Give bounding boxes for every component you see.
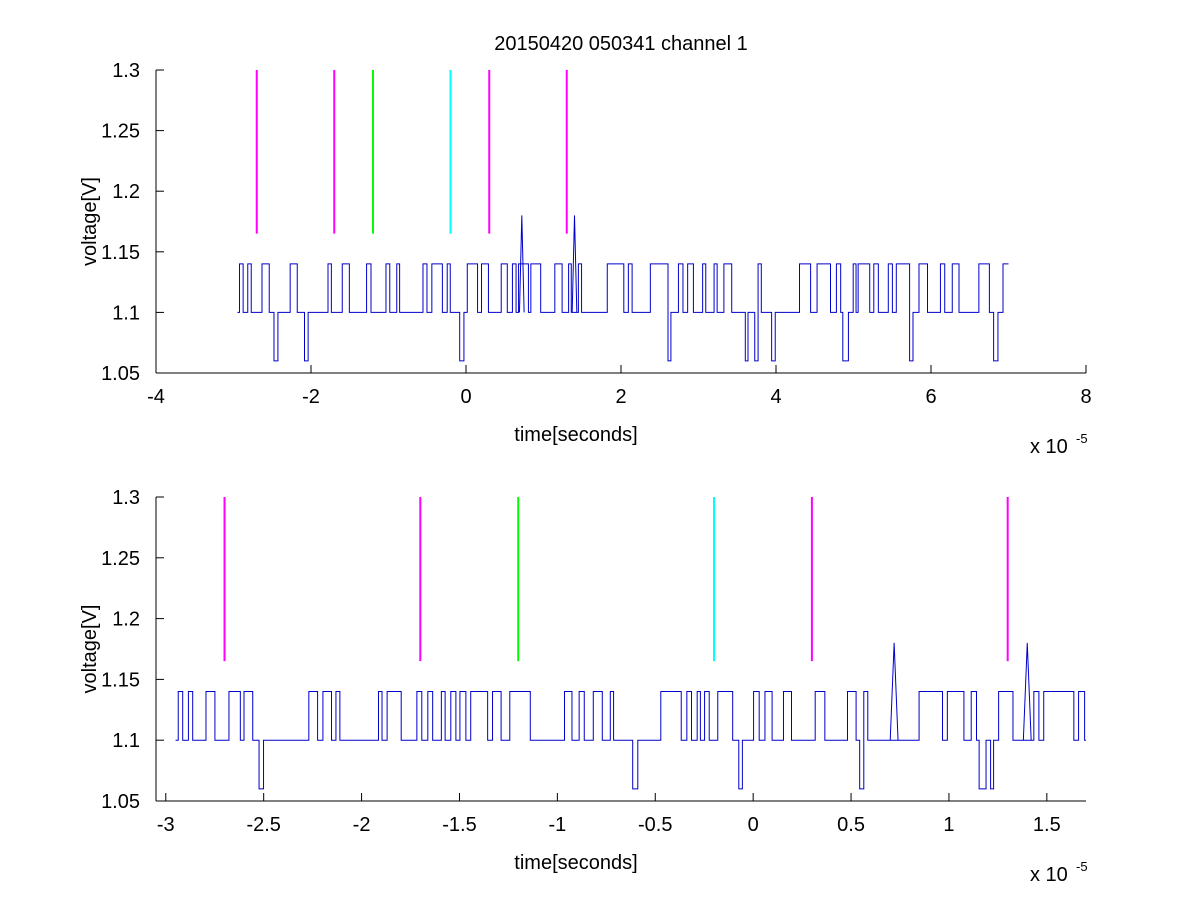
- x-tick-label: 6: [925, 386, 936, 408]
- voltage-trace: [175, 691, 1086, 790]
- x-tick-label: -0.5: [638, 814, 672, 836]
- x-tick-label: 1.5: [1033, 814, 1061, 836]
- y-tick-label: 1.25: [101, 548, 140, 570]
- x-exponent-power: -5: [1076, 431, 1088, 446]
- x-axis-label: time[seconds]: [514, 424, 637, 446]
- y-tick-label: 1.1: [112, 302, 140, 324]
- x-tick-label: -4: [147, 386, 165, 408]
- voltage-spike: [571, 215, 578, 313]
- y-tick-label: 1.05: [101, 791, 140, 813]
- y-tick-label: 1.3: [112, 487, 140, 509]
- x-tick-label: -1.5: [442, 814, 476, 836]
- y-axis-label: voltage[V]: [79, 605, 101, 694]
- x-tick-label: -1: [548, 814, 566, 836]
- x-tick-label: 8: [1080, 386, 1091, 408]
- x-tick-label: 0.5: [837, 814, 865, 836]
- y-tick-label: 1.1: [112, 730, 140, 752]
- x-exponent-label: x 10: [1030, 436, 1068, 458]
- y-tick-label: 1.25: [101, 121, 140, 143]
- x-tick-label: -2: [353, 814, 371, 836]
- voltage-spike: [889, 642, 899, 741]
- y-tick-label: 1.2: [112, 609, 140, 631]
- x-tick-label: 2: [615, 386, 626, 408]
- x-exponent-label: x 10: [1030, 864, 1068, 886]
- y-tick-label: 1.15: [101, 242, 140, 264]
- y-tick-label: 1.2: [112, 181, 140, 203]
- x-exponent-power: -5: [1076, 859, 1088, 874]
- y-axis-label: voltage[V]: [79, 177, 101, 266]
- x-tick-label: 0: [748, 814, 759, 836]
- x-axis-label: time[seconds]: [514, 852, 637, 874]
- y-tick-label: 1.05: [101, 363, 140, 385]
- voltage-spike: [1022, 642, 1032, 741]
- bottom-subplot: -3 -2.5 -2 -1.5 -1 -0.5 0 0.5 1 1.5 1.05 1.1 1.15 1.2…: [79, 487, 1088, 886]
- x-tick-label: 0: [460, 386, 471, 408]
- top-subplot: 20150420 050341 channel 1 -4 -2 0 2 4 6 8 1.05 1.…: [79, 33, 1092, 458]
- chart-title: 20150420 050341 channel 1: [494, 33, 748, 55]
- voltage-trace: [237, 263, 1009, 362]
- x-tick-label: -2: [302, 386, 320, 408]
- y-tick-label: 1.15: [101, 669, 140, 691]
- x-tick-label: 4: [770, 386, 781, 408]
- voltage-spike: [518, 215, 525, 313]
- x-tick-label: -2.5: [246, 814, 280, 836]
- y-tick-label: 1.3: [112, 60, 140, 82]
- x-tick-label: -3: [157, 814, 175, 836]
- x-tick-label: 1: [943, 814, 954, 836]
